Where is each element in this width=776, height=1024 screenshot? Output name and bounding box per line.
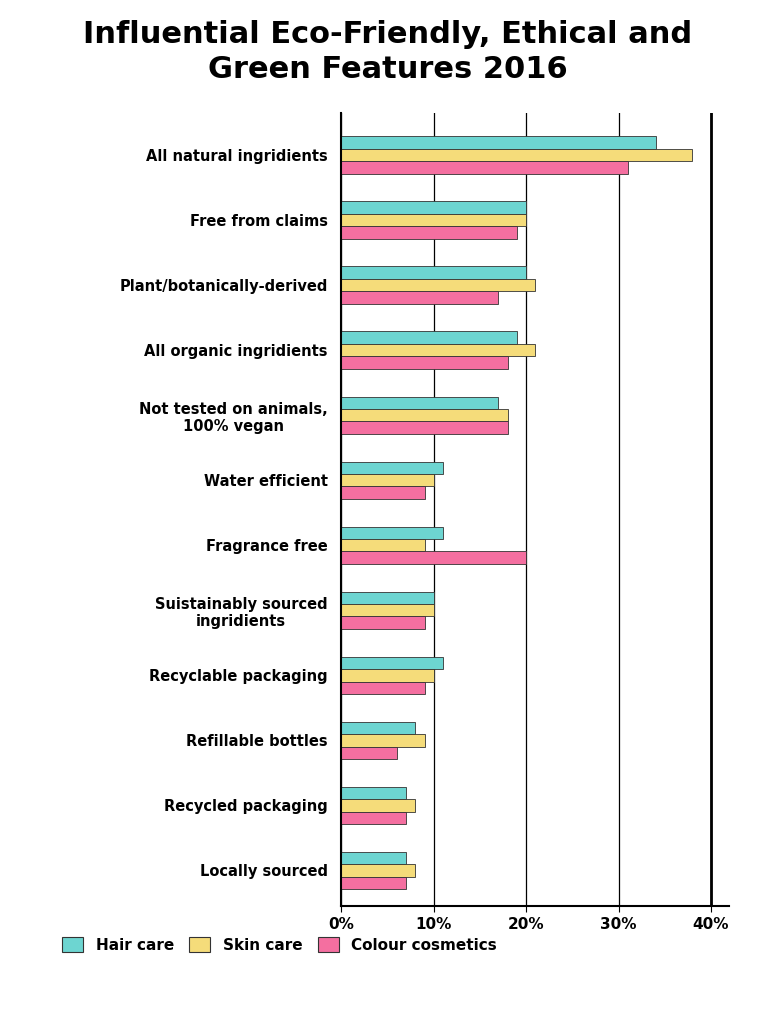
Bar: [341, 136, 656, 148]
Bar: [341, 616, 424, 629]
Bar: [341, 161, 628, 173]
Bar: [341, 291, 498, 303]
Text: S: S: [130, 989, 141, 1005]
Bar: [341, 877, 406, 889]
Text: Source: Beauty Survey 2016: Source: Beauty Survey 2016: [535, 989, 753, 1005]
Bar: [341, 539, 424, 551]
Bar: [341, 409, 508, 421]
Bar: [341, 864, 415, 877]
Bar: [341, 526, 443, 539]
Bar: [341, 421, 508, 434]
Bar: [341, 148, 692, 161]
Bar: [341, 734, 424, 746]
Text: TheShelf.com: TheShelf.com: [23, 988, 150, 1006]
Bar: [341, 486, 424, 499]
Bar: [341, 551, 526, 564]
Bar: [341, 474, 434, 486]
Bar: [341, 592, 434, 604]
Bar: [341, 266, 526, 279]
Legend: Hair care, Skin care, Colour cosmetics: Hair care, Skin care, Colour cosmetics: [62, 937, 497, 953]
Bar: [341, 214, 526, 226]
Bar: [341, 202, 526, 214]
Bar: [341, 746, 397, 759]
Bar: [341, 279, 535, 291]
Bar: [341, 722, 415, 734]
Bar: [341, 799, 415, 812]
Bar: [341, 462, 443, 474]
Bar: [341, 396, 498, 409]
Bar: [341, 226, 517, 239]
Bar: [341, 812, 406, 824]
Bar: [341, 682, 424, 694]
Bar: [341, 669, 434, 682]
Bar: [341, 786, 406, 799]
Bar: [341, 344, 535, 356]
Bar: [341, 852, 406, 864]
Bar: [341, 656, 443, 669]
Bar: [341, 356, 508, 369]
Bar: [341, 604, 434, 616]
Text: Influential Eco-Friendly, Ethical and
Green Features 2016: Influential Eco-Friendly, Ethical and Gr…: [84, 20, 692, 84]
Bar: [341, 332, 517, 344]
